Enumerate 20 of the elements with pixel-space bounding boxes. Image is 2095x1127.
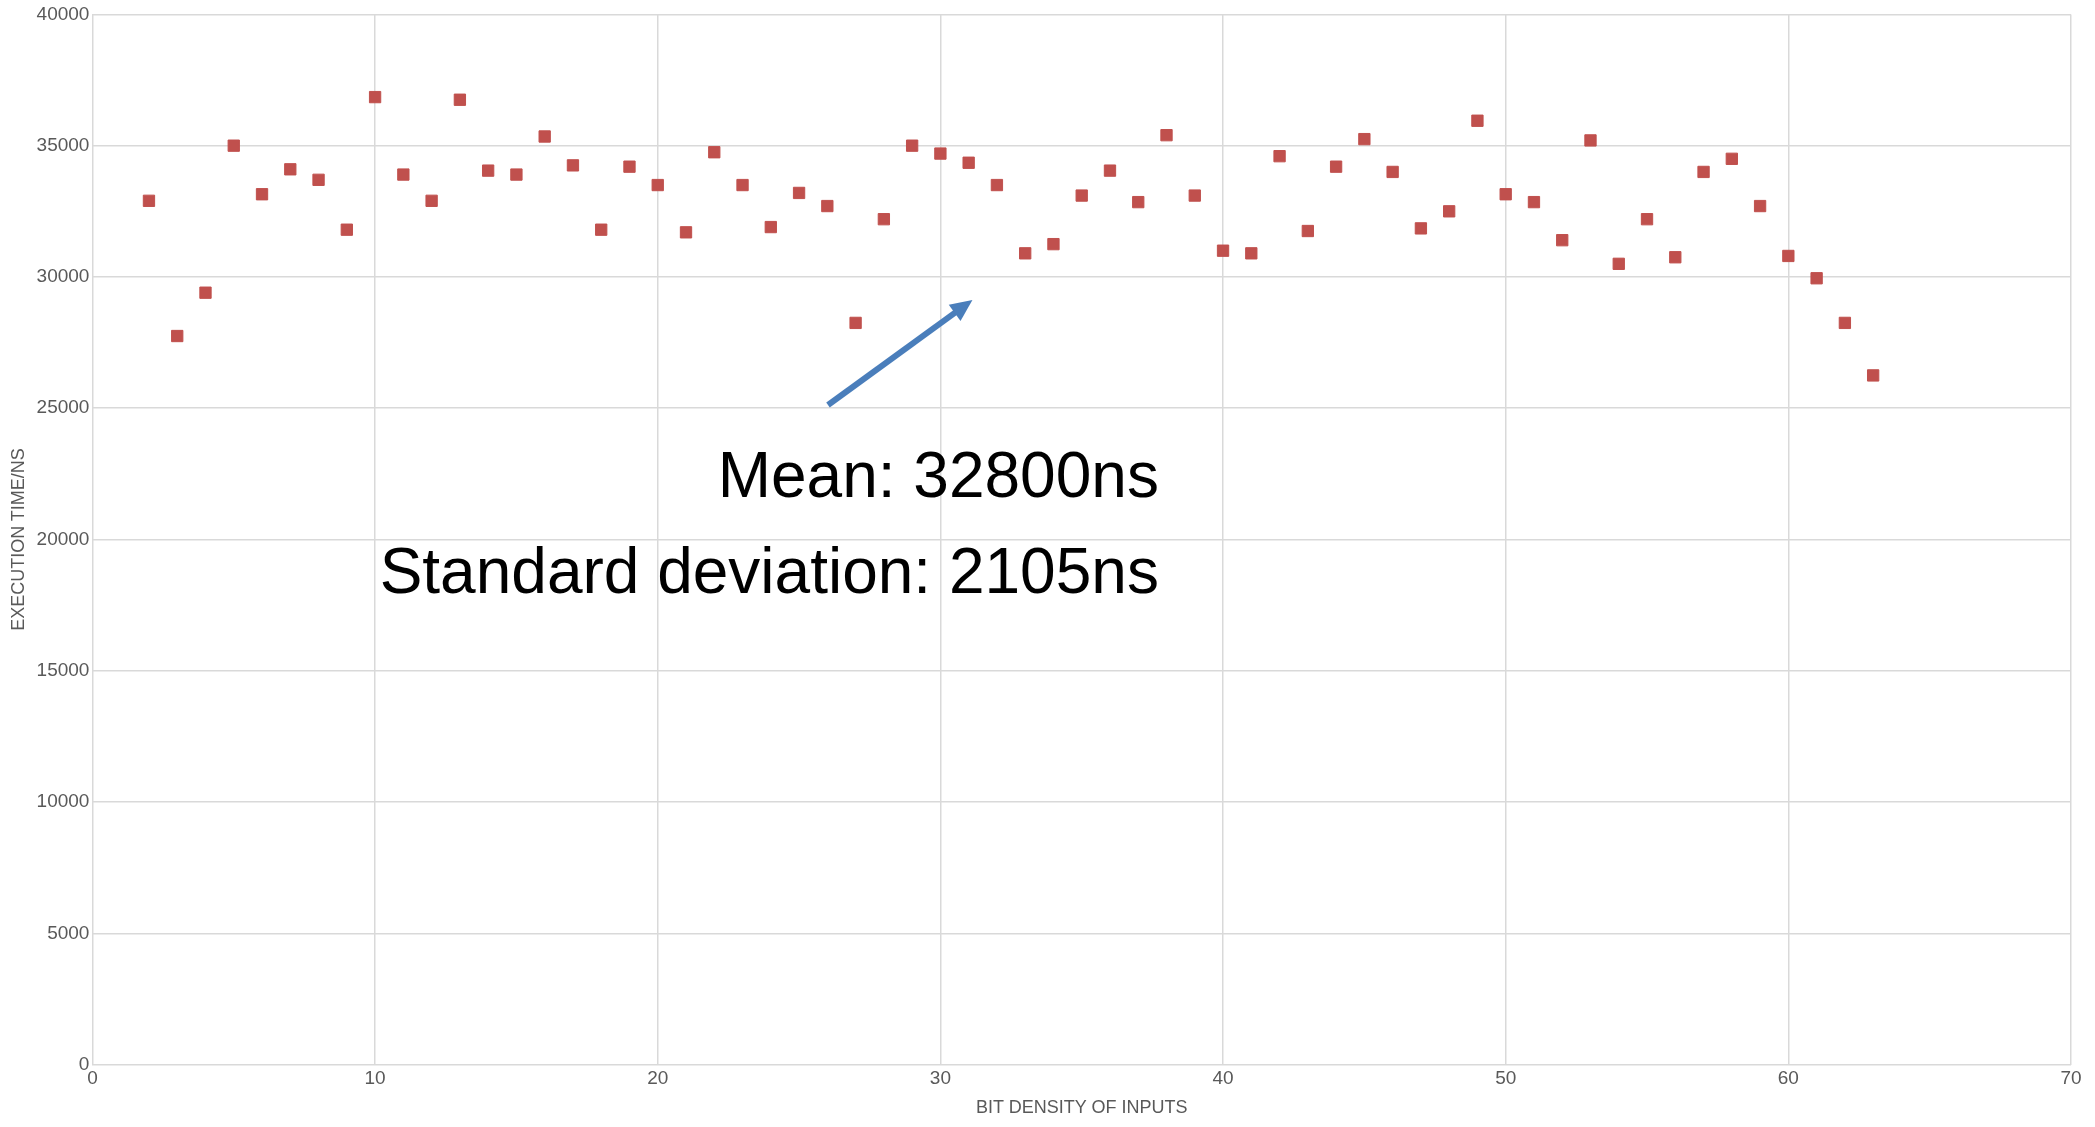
- y-axis-title: EXECUTION TIME/NS: [7, 448, 28, 631]
- y-tick-label: 0: [78, 1052, 90, 1074]
- x-tick-label: 40: [1212, 1067, 1234, 1089]
- y-tick-label: 5000: [47, 921, 90, 943]
- x-tick-label: 70: [2060, 1067, 2082, 1089]
- x-tick-label: 10: [364, 1067, 386, 1089]
- y-tick-label: 20000: [36, 527, 90, 549]
- x-axis-title: BIT DENSITY OF INPUTS: [976, 1097, 1188, 1118]
- y-tick-label: 35000: [36, 133, 90, 155]
- y-tick-label: 15000: [36, 659, 90, 681]
- x-tick-label: 50: [1495, 1067, 1517, 1089]
- y-tick-label: 30000: [36, 265, 90, 287]
- x-tick-label: 20: [647, 1067, 669, 1089]
- annotation: Standard deviation: 2105ns: [379, 535, 1159, 608]
- y-tick-label: 10000: [36, 790, 90, 812]
- x-tick-label: 30: [929, 1067, 951, 1089]
- y-tick-label: 25000: [36, 396, 90, 418]
- x-tick-label: 60: [1777, 1067, 1799, 1089]
- y-tick-label: 40000: [36, 2, 90, 24]
- annotation: Mean: 32800ns: [717, 439, 1159, 512]
